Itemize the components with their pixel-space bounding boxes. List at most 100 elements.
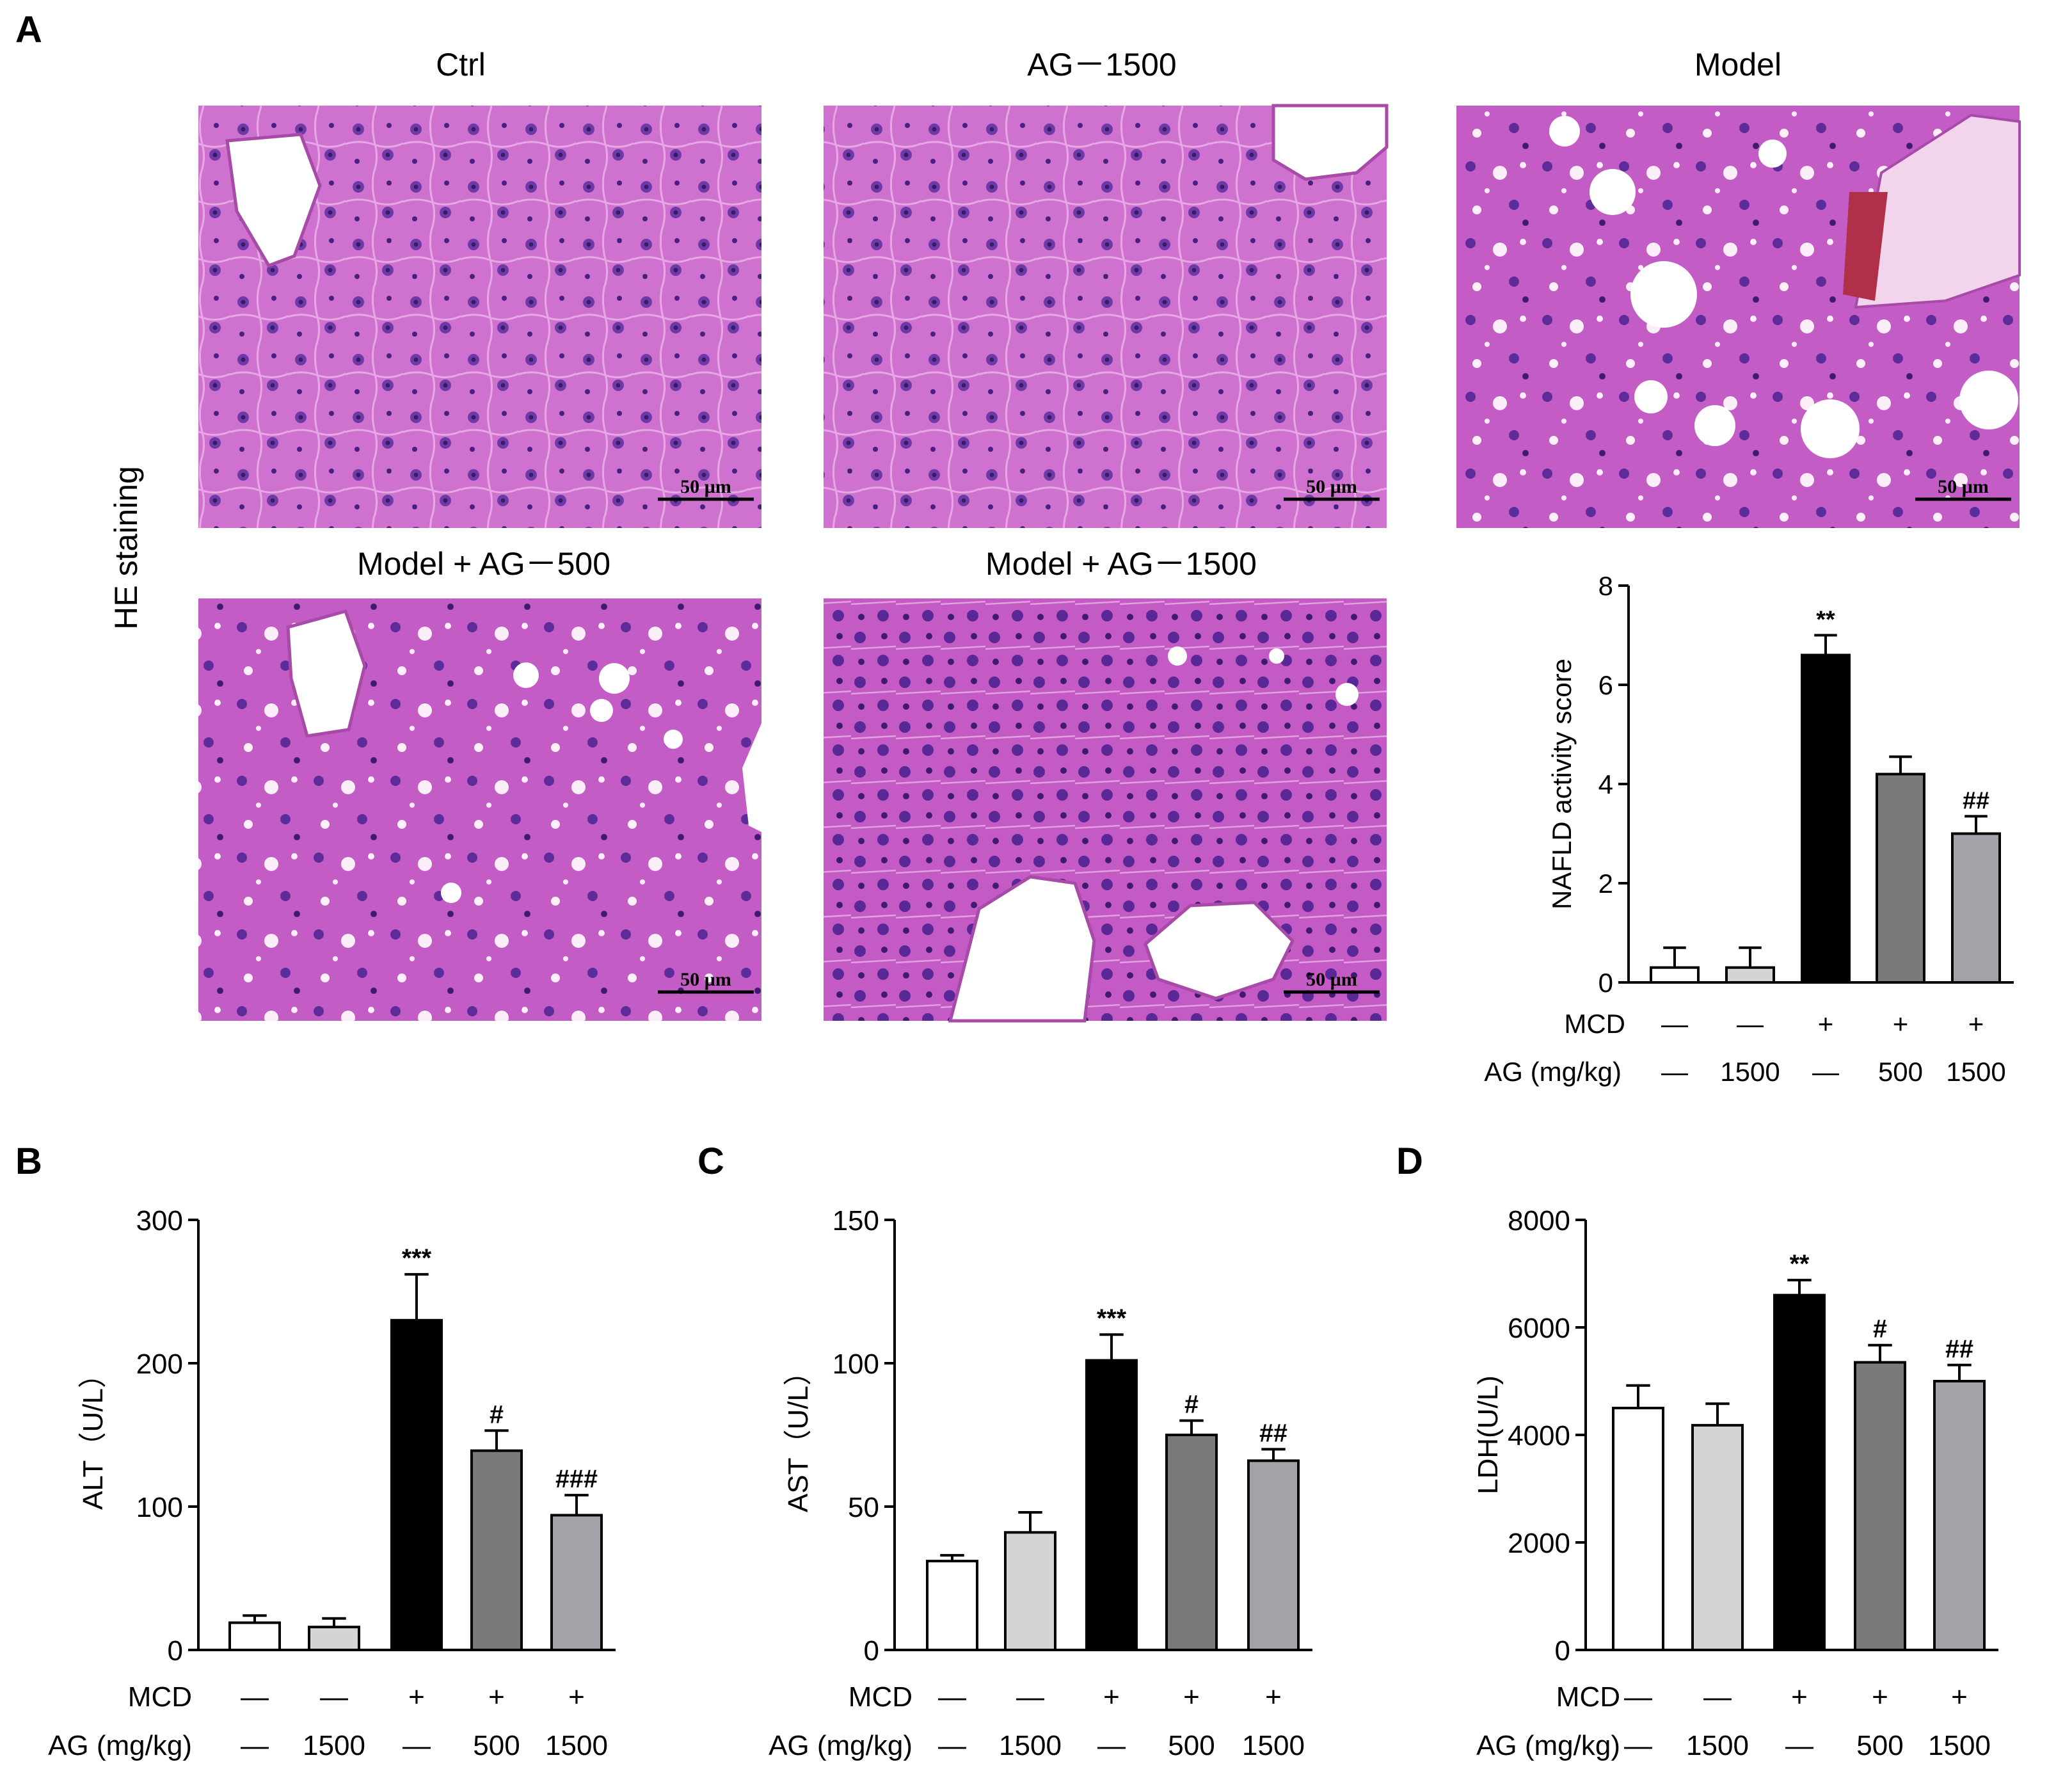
ag-value: 500 <box>1878 1057 1923 1087</box>
bar <box>1085 1359 1138 1652</box>
y-axis-title: ALT（U/L） <box>77 1360 109 1510</box>
bar <box>228 1621 281 1651</box>
mcd-value: + <box>1893 1009 1909 1039</box>
scale-bar-label: 50 µm <box>1306 969 1357 990</box>
mcd-value: + <box>1103 1681 1120 1713</box>
y-axis-title: NAFLD activity score <box>1547 659 1577 909</box>
ag-value: — <box>1661 1057 1688 1087</box>
significance-label: ** <box>1790 1250 1810 1278</box>
micrograph-model: Model 50 µm <box>1456 47 2021 528</box>
bar <box>1165 1434 1218 1651</box>
scale-bar-label: 50 µm <box>680 969 731 990</box>
ag-value: — <box>1785 1730 1813 1761</box>
y-tick-label: 100 <box>136 1492 183 1523</box>
significance-label: *** <box>1097 1304 1127 1333</box>
mcd-value: — <box>1624 1681 1652 1713</box>
mcd-value: — <box>1016 1681 1044 1713</box>
micrograph-title: Model <box>1694 47 1781 83</box>
ag-value: 500 <box>473 1730 520 1761</box>
panel-letter-c: C <box>697 1141 724 1182</box>
ag-value: — <box>1097 1730 1126 1761</box>
bar <box>550 1514 603 1651</box>
panel-letter-a: A <box>15 9 42 51</box>
micrograph-ag-1500: AG－1500 50 µm <box>824 47 1389 528</box>
mcd-row-label: MCD <box>849 1681 912 1713</box>
micrograph-title: Model + AG－500 <box>357 546 610 582</box>
micrograph-model-ag-500: Model + AG－500 50 µm <box>198 546 761 1021</box>
mcd-value: + <box>1872 1681 1888 1713</box>
y-tick-label: 6 <box>1598 670 1613 700</box>
scale-bar-label: 50 µm <box>1306 476 1357 497</box>
significance-label: # <box>1873 1315 1887 1343</box>
y-tick-label: 2000 <box>1508 1528 1570 1559</box>
mcd-value: + <box>1265 1681 1282 1713</box>
mcd-value: — <box>938 1681 966 1713</box>
scale-bar-label: 50 µm <box>680 476 731 497</box>
y-tick-label: 200 <box>136 1349 183 1380</box>
panel-letter-b: B <box>15 1141 42 1182</box>
bar <box>470 1449 523 1651</box>
alt-chart: 0 100 200 300 ALT（U/L） — — — 1500 *** + — # +500 ### +1… <box>48 1205 616 1761</box>
ag-value: 1500 <box>999 1730 1062 1761</box>
bar <box>1854 1361 1906 1652</box>
mcd-row-label: MCD <box>1556 1681 1620 1713</box>
ag-value: 1500 <box>1720 1057 1780 1087</box>
bar <box>1951 832 2001 984</box>
bar <box>1725 966 1775 984</box>
mcd-row-label: MCD <box>1564 1009 1625 1039</box>
mcd-value: — <box>1703 1681 1732 1713</box>
mcd-value: — <box>320 1681 348 1713</box>
significance-label: ### <box>555 1465 598 1493</box>
ag-value: — <box>241 1730 269 1761</box>
bar <box>1247 1459 1300 1652</box>
ag-value: — <box>938 1730 966 1761</box>
ag-value: — <box>402 1730 431 1761</box>
ag-value: 1500 <box>545 1730 608 1761</box>
ag-value: 500 <box>1856 1730 1903 1761</box>
y-tick-label: 0 <box>864 1635 879 1667</box>
y-tick-label: 8 <box>1598 571 1613 601</box>
y-tick-label: 50 <box>848 1492 879 1523</box>
y-tick-label: 4 <box>1598 769 1613 799</box>
mcd-value: — <box>241 1681 269 1713</box>
mcd-value: + <box>1968 1009 1984 1039</box>
mcd-value: + <box>488 1681 505 1713</box>
ag-row-label: AG (mg/kg) <box>48 1730 192 1761</box>
significance-label: ## <box>1259 1419 1287 1447</box>
ag-value: — <box>1812 1057 1839 1087</box>
bar <box>1933 1380 1986 1651</box>
mcd-value: + <box>1818 1009 1834 1039</box>
bar <box>390 1318 443 1652</box>
mcd-value: + <box>568 1681 585 1713</box>
y-tick-label: 0 <box>1555 1635 1570 1667</box>
y-tick-label: 0 <box>168 1635 183 1667</box>
bar <box>1876 772 1925 984</box>
bar <box>1691 1423 1744 1651</box>
bar <box>926 1560 978 1652</box>
micrograph-title: Model + AG－1500 <box>985 546 1257 582</box>
bar <box>308 1626 360 1651</box>
micrograph-title: AG－1500 <box>1027 47 1176 83</box>
y-axis-title: AST（U/L） <box>783 1357 814 1512</box>
ag-value: 1500 <box>1928 1730 1991 1761</box>
ag-value: 1500 <box>1242 1730 1305 1761</box>
ag-value: — <box>1624 1730 1652 1761</box>
scale-bar-label: 50 µm <box>1938 476 1989 497</box>
panel-letter-d: D <box>1396 1141 1423 1182</box>
significance-label: # <box>1184 1391 1199 1419</box>
micrograph-title: Ctrl <box>436 47 486 83</box>
y-tick-label: 8000 <box>1508 1205 1570 1237</box>
significance-label: ## <box>1945 1335 1973 1363</box>
bar <box>1004 1531 1056 1652</box>
micrograph-ctrl: Ctrl 50 µm <box>198 47 761 528</box>
ag-row-label: AG (mg/kg) <box>1476 1730 1620 1761</box>
ldh-chart: 0 2000 4000 6000 8000 LDH(U/L) — — — 1500 ** + — # +50… <box>1472 1205 1998 1761</box>
ag-row-label: AG (mg/kg) <box>1484 1057 1622 1087</box>
significance-label: ** <box>1816 607 1835 634</box>
ag-value: 1500 <box>303 1730 365 1761</box>
y-tick-label: 2 <box>1598 868 1613 899</box>
y-tick-label: 100 <box>833 1349 879 1380</box>
mcd-value: + <box>1183 1681 1200 1713</box>
y-tick-label: 4000 <box>1508 1420 1570 1452</box>
mcd-row-label: MCD <box>128 1681 192 1713</box>
